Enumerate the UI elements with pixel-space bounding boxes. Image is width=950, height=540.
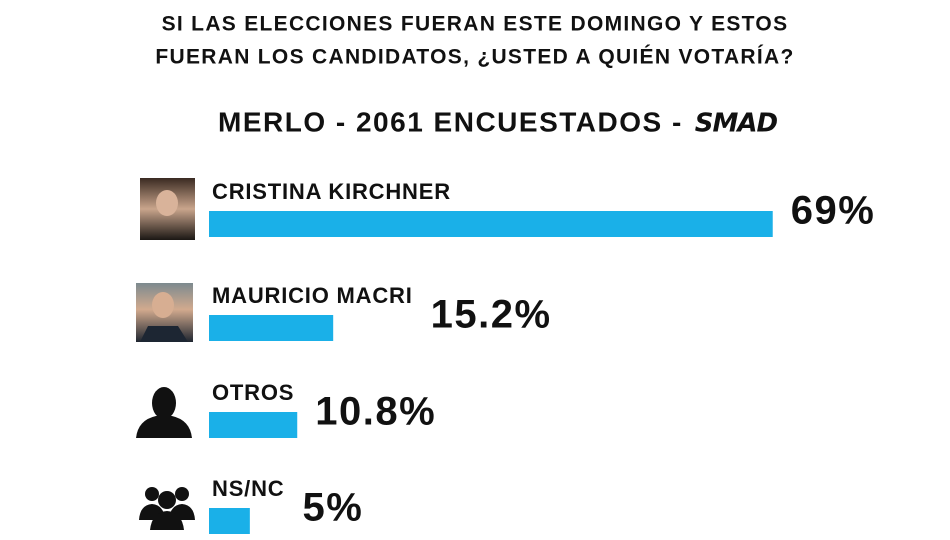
photo-kirchner <box>140 178 195 240</box>
category-label: MAURICIO MACRI <box>212 283 413 308</box>
category-label: CRISTINA KIRCHNER <box>212 179 451 204</box>
photo-macri <box>136 283 193 342</box>
icon-person <box>136 387 192 438</box>
bar <box>209 508 250 534</box>
bar <box>209 315 334 341</box>
category-label: NS/NC <box>212 476 284 501</box>
value-label: 5% <box>302 486 363 530</box>
icon-group <box>139 487 195 530</box>
category-label: OTROS <box>212 380 294 405</box>
chart-title: FUERAN LOS CANDIDATOS, ¿USTED A QUIÉN VO… <box>155 46 794 69</box>
chart-subtitle: MERLO - 2061 ENCUESTADOS - <box>218 106 683 137</box>
bar <box>209 211 773 237</box>
chart-title: SI LAS ELECCIONES FUERAN ESTE DOMINGO Y … <box>162 13 789 36</box>
bar <box>209 412 298 438</box>
value-label: 69% <box>791 189 876 233</box>
value-label: 10.8% <box>315 390 436 434</box>
source-logo: SMAD <box>695 109 778 139</box>
value-label: 15.2% <box>431 293 552 337</box>
